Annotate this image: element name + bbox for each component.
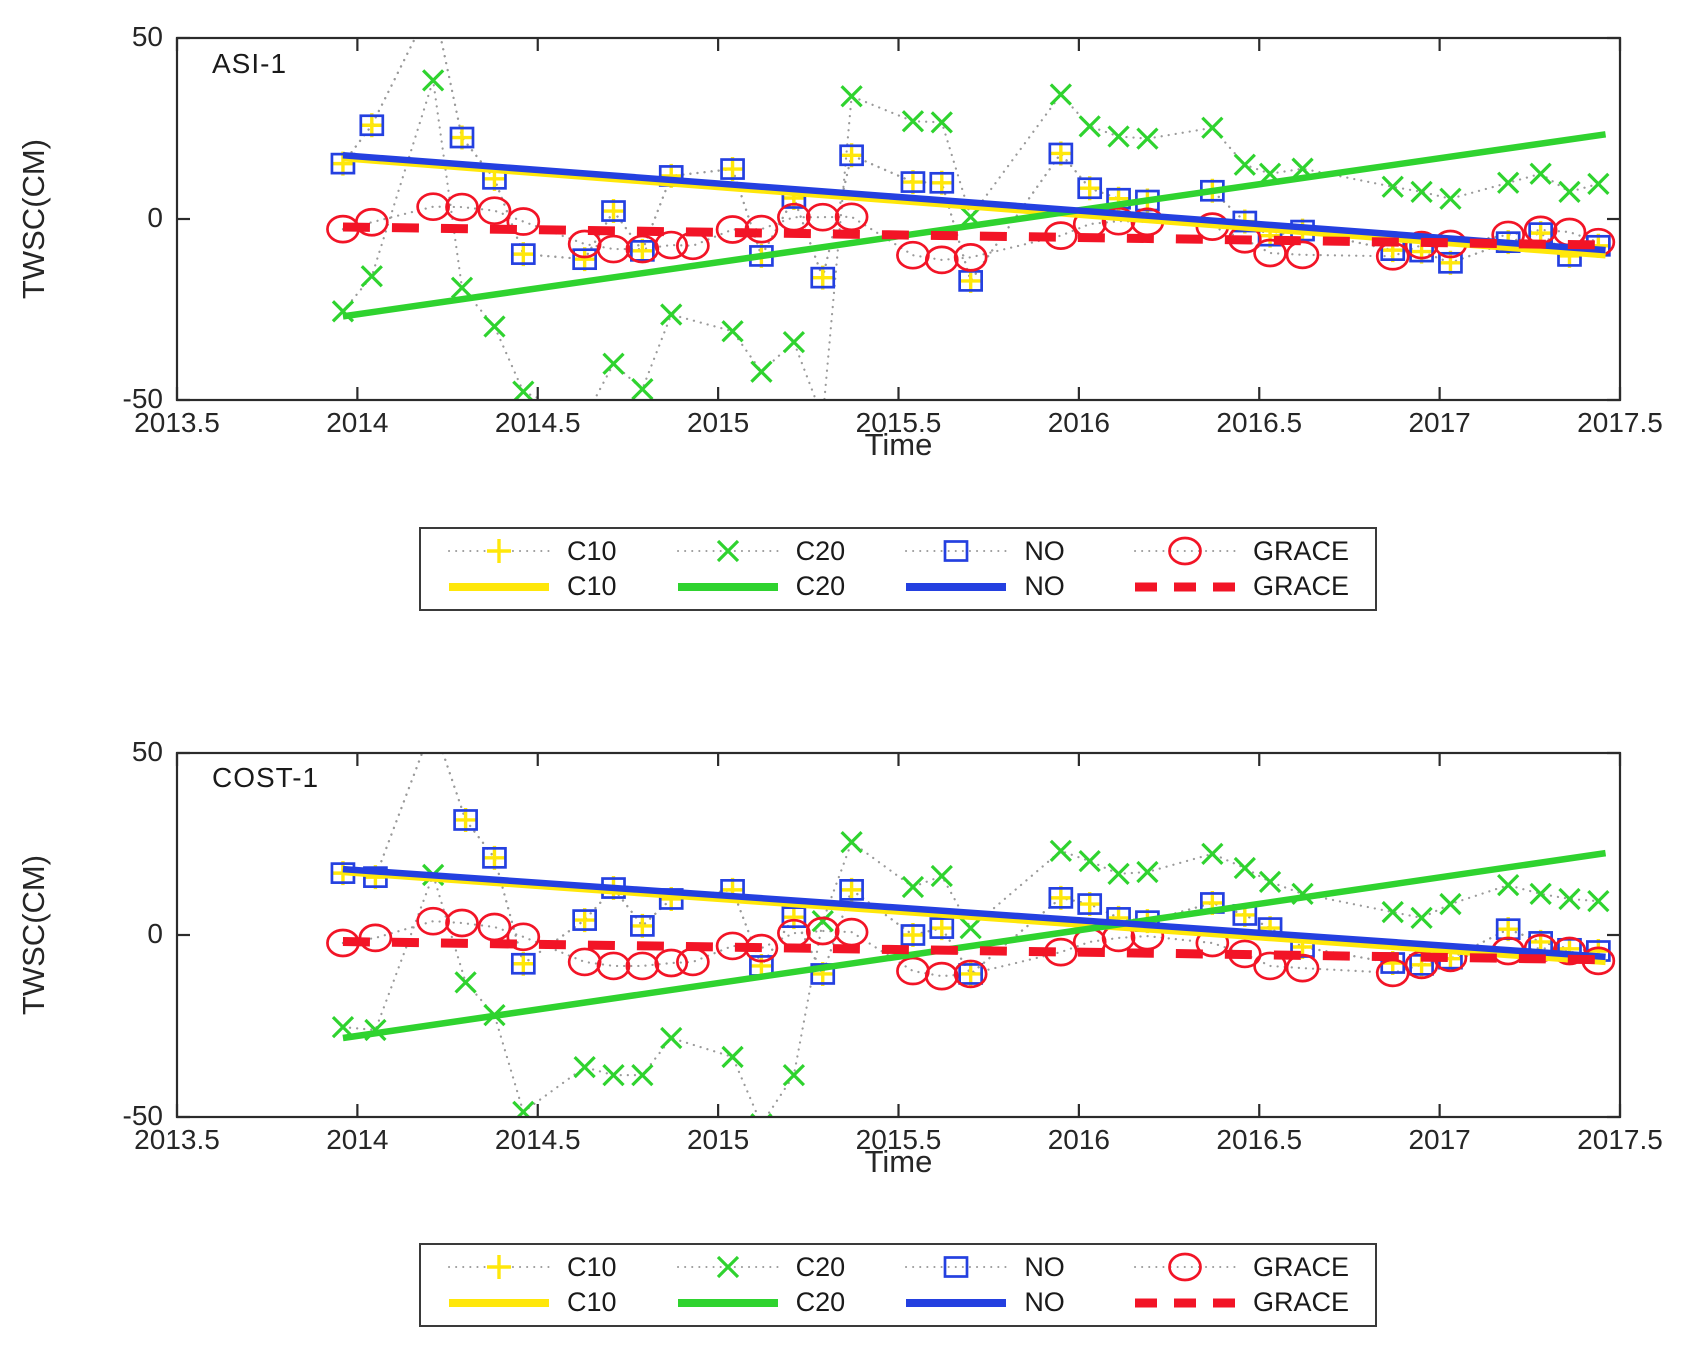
legend-cost1: C10 C20 NO GRACE C10 C20 NO GRACE [419,1243,1377,1327]
legend-label: NO [1024,1287,1065,1318]
legend-label: C20 [795,1251,846,1282]
COST-1-GRACE-trend-line [342,937,1606,965]
legend-item-c20-line: C20 [676,571,888,602]
ASI-1-C20-markers [331,69,1610,400]
legend-item-c20-scatter: C20 [676,536,888,567]
c10-plus-marker-swatch-icon [448,1255,550,1280]
legend-item-grace-scatter: GRACE [1133,1252,1349,1283]
ASI-1-axes-frame [175,36,1622,402]
x-axis-label-asi1: Time [864,427,933,462]
legend-item-no-scatter: NO [904,1252,1116,1283]
legend-label: NO [1024,535,1065,566]
COST-1-series-layer [326,753,1616,1117]
legend-row-scatter: C10 C20 NO GRACE [421,1252,1375,1283]
no-solid-line-swatch-icon [906,1298,1007,1307]
legend-label: C20 [795,1287,846,1318]
grace-dashed-line-swatch-icon [1134,582,1235,592]
legend-label: GRACE [1252,571,1349,602]
legend-item-c10-scatter: C10 [447,536,659,567]
legend-row-line: C10 C20 NO GRACE [421,1287,1375,1318]
legend-item-c20-line: C20 [676,1287,888,1318]
legend-item-grace-scatter: GRACE [1133,536,1349,567]
legend-label: NO [1024,571,1065,602]
plot-title-cost1: COST-1 [212,762,320,793]
ASI-1-C10-markers [330,113,1611,293]
COST-1-C10-connector [341,753,1600,977]
legend-label: C20 [795,571,846,602]
legend-label: C20 [795,535,846,566]
legend-asi1: C10 C20 NO GRACE C10 C20 NO GRACE [419,527,1377,611]
COST-1-C10-trend-line [342,868,1606,966]
COST-1-GRACE-markers [326,906,1616,991]
grace-circle-marker-swatch-icon [1133,536,1236,566]
legend-item-grace-line: GRACE [1133,571,1349,602]
y-axis-label-asi1: TWSC(CM) [16,138,51,300]
legend-row-line: C10 C20 NO GRACE [421,571,1375,602]
grace-dashed-line-swatch-icon [1134,1298,1235,1308]
legend-label: GRACE [1252,1287,1349,1318]
ASI-1-NO-trend-line [342,152,1606,254]
x-axis-label-cost1: Time [864,1144,933,1179]
c10-solid-line-swatch-icon [449,582,549,591]
plot-title-asi1: ASI-1 [212,48,288,79]
legend-row-scatter: C10 C20 NO GRACE [421,536,1375,567]
legend-label: C10 [567,535,617,566]
no-square-marker-swatch-icon [905,1256,1008,1279]
COST-1-axes-frame [175,751,1622,1119]
c10-solid-line-swatch-icon [449,1298,549,1307]
grace-circle-marker-swatch-icon [1133,1252,1236,1282]
legend-item-c10-scatter: C10 [447,1252,659,1283]
COST-1-tick-marks [175,751,1622,1119]
legend-label: C10 [567,571,617,602]
legend-item-c10-line: C10 [447,1287,659,1318]
legend-item-c10-line: C10 [447,571,659,602]
y-axis-label-cost1: TWSC(CM) [16,854,51,1016]
legend-item-no-scatter: NO [904,536,1116,567]
c20-solid-line-swatch-icon [677,582,778,591]
asi1-plot-canvas [175,36,1622,402]
ASI-1-tick-marks [175,36,1622,402]
COST-1-NO-connector [341,753,1600,977]
legend-label: C10 [567,1251,617,1282]
cost1-plot-canvas [175,751,1622,1119]
c20-x-marker-swatch-icon [676,540,779,563]
no-square-marker-swatch-icon [905,540,1008,563]
c20-solid-line-swatch-icon [677,1298,778,1307]
c20-x-marker-swatch-icon [676,1256,779,1279]
legend-item-no-line: NO [904,1287,1116,1318]
legend-item-grace-line: GRACE [1133,1287,1349,1318]
legend-label: NO [1024,1251,1065,1282]
ASI-1-C20-trend-line [342,131,1607,320]
ASI-1-series-layer [326,38,1616,400]
legend-label: GRACE [1252,1251,1349,1282]
COST-1-C20-trend-line [342,849,1607,1042]
COST-1-C20-markers [331,831,1610,1117]
COST-1-NO-trend-line [342,865,1606,961]
legend-label: C10 [567,1287,617,1318]
no-solid-line-swatch-icon [906,582,1007,591]
legend-item-c20-scatter: C20 [676,1252,888,1283]
ASI-1-GRACE-trend-line [342,222,1606,250]
c10-plus-marker-swatch-icon [448,539,550,564]
legend-item-no-line: NO [904,571,1116,602]
legend-label: GRACE [1252,535,1349,566]
